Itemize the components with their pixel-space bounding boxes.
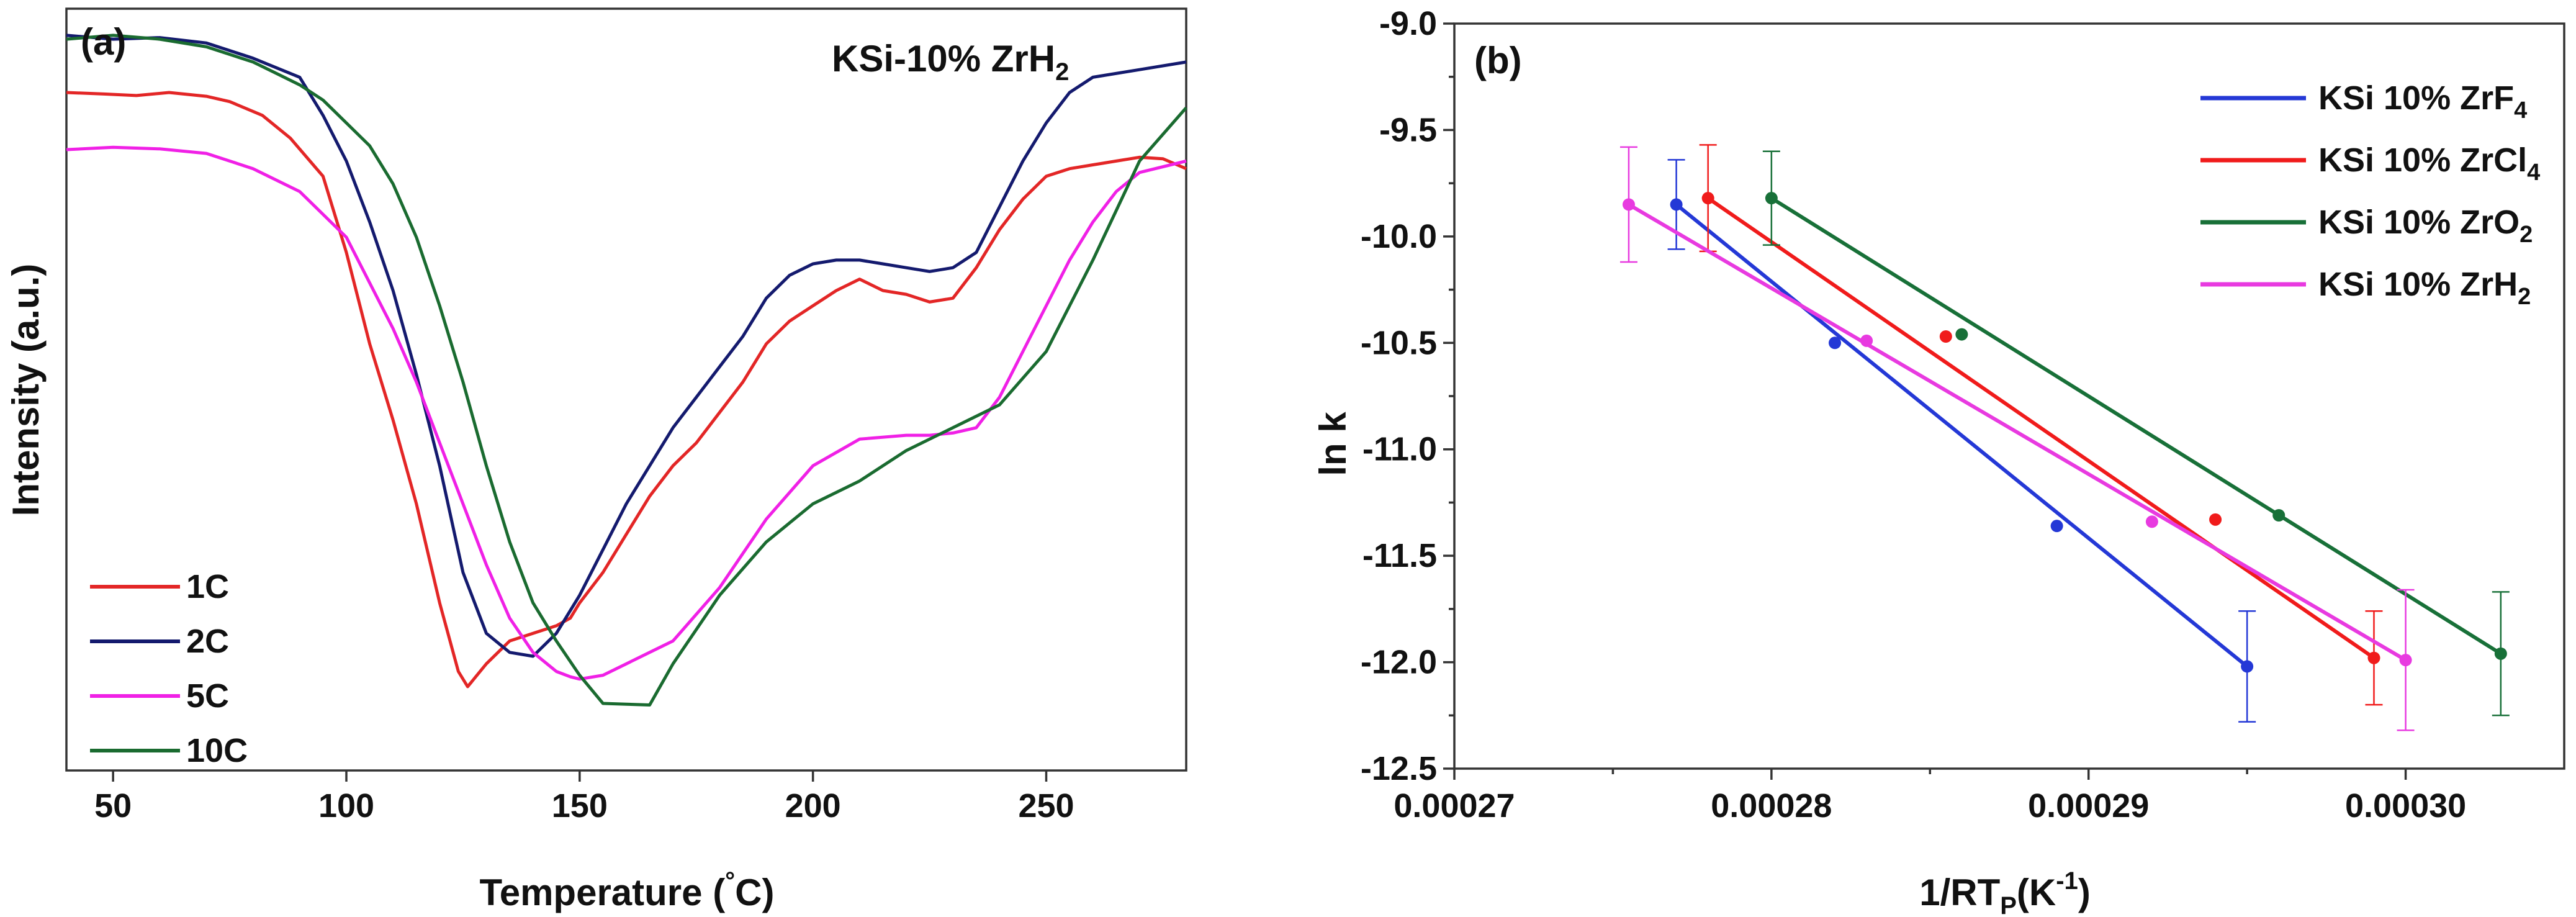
legend-label-text: KSi 10% ZrO <box>2318 204 2520 241</box>
panel-a-series-group <box>66 34 1187 707</box>
data-point-ksi-10-zrf4 <box>1670 198 1683 211</box>
panel-a-y-axis-label: Intensity (a.u.) <box>5 264 47 517</box>
legend-label-5c: 5C <box>186 677 229 715</box>
panel-a-legend: 1C 2C 5C 10C <box>90 568 248 769</box>
data-point-ksi-10-zrf4 <box>2241 660 2254 673</box>
y-tick-label: -10.5 <box>1361 324 1437 361</box>
legend-label-1c: 1C <box>186 568 229 605</box>
panel-b-x-axis-label-after: (K <box>2017 872 2056 913</box>
data-point-ksi-10-zrh2 <box>2399 654 2412 667</box>
legend-label-2c: 2C <box>186 623 229 660</box>
panel-b-label: (b) <box>1474 40 1522 81</box>
panel-b-ticks: -9.0-9.5-10.0-10.5-11.0-11.5-12.0-12.50.… <box>1361 5 2466 824</box>
legend-label-ksi-10-zro2: KSi 10% ZrO2 <box>2318 204 2533 248</box>
legend-label-text: KSi 10% ZrH <box>2318 266 2518 303</box>
data-point-ksi-10-zrcl4 <box>2209 513 2222 526</box>
panel-b-series-group <box>1619 144 2510 731</box>
data-point-ksi-10-zrf4 <box>1829 337 1842 350</box>
panel-a-x-axis-label-after: C) <box>735 872 774 913</box>
panel-a-plot-frame <box>65 7 1187 772</box>
x-tick-label: 0.00028 <box>1711 787 1832 824</box>
panel-a-annotation: KSi-10% ZrH2 <box>832 38 1069 86</box>
panel-a-x-axis-label-text: Temperature ( <box>480 872 726 913</box>
legend-label-ksi-10-zrcl4: KSi 10% ZrCl4 <box>2318 142 2540 186</box>
legend-label-subscript: 4 <box>2514 97 2527 124</box>
x-tick-label: 0.00029 <box>2028 787 2149 824</box>
x-tick-label: 200 <box>785 787 841 824</box>
data-point-ksi-10-zrcl4 <box>2367 651 2380 664</box>
data-point-ksi-10-zrh2 <box>1622 198 1635 211</box>
data-point-ksi-10-zro2 <box>2494 647 2507 660</box>
y-tick-label: -12.5 <box>1361 750 1437 787</box>
y-tick-label: -9.5 <box>1379 111 1437 148</box>
series-line-1c <box>66 91 1187 689</box>
data-point-ksi-10-zrcl4 <box>1939 330 1952 343</box>
y-tick-label: -12.0 <box>1361 644 1437 681</box>
fit-line-ksi-10-zro2 <box>1770 196 2502 656</box>
data-point-ksi-10-zro2 <box>1955 328 1968 341</box>
fit-line-ksi-10-zrf4 <box>1675 203 2249 668</box>
y-tick-label: -11.5 <box>1362 537 1437 574</box>
panel-a-label: (a) <box>81 21 126 63</box>
legend-label-subscript: 2 <box>2518 284 2531 310</box>
panel-a-x-ticks: 50 100 150 200 250 <box>94 770 1074 824</box>
panel-a-x-axis-label: Temperature (°C) <box>480 867 775 913</box>
panel-b-x-axis-label-sub: P <box>2000 892 2017 917</box>
legend-label-subscript: 2 <box>2520 222 2533 248</box>
y-tick-label: -9.0 <box>1379 5 1437 42</box>
y-tick-label: -11.0 <box>1362 431 1437 468</box>
data-point-ksi-10-zrh2 <box>2145 515 2158 528</box>
y-tick-label: -10.0 <box>1361 218 1437 255</box>
legend-label-text: KSi 10% ZrF <box>2318 79 2514 117</box>
panel-a-intensity-chart: 50 100 150 200 250 (a) KSi-10% ZrH2 Intensit… <box>5 7 1187 913</box>
series-line-2c <box>66 34 1187 658</box>
series-line-10c <box>66 34 1187 707</box>
legend-label-ksi-10-zrh2: KSi 10% ZrH2 <box>2318 266 2531 310</box>
panel-b-x-axis-label-end: ) <box>2078 872 2091 913</box>
panel-a-x-axis-label-sup: ° <box>725 867 735 895</box>
x-tick-label: 50 <box>94 787 132 824</box>
fit-line-ksi-10-zrcl4 <box>1706 196 2376 660</box>
fit-line-ksi-10-zrh2 <box>1628 202 2407 662</box>
panel-b-x-axis-label: 1/RTP(K-1) <box>1919 867 2091 917</box>
panel-b-arrhenius-chart: -9.0-9.5-10.0-10.5-11.0-11.5-12.0-12.50.… <box>1312 5 2565 917</box>
panel-b-x-axis-label-text: 1/RT <box>1919 872 2000 913</box>
panel-b-y-axis-label: ln k <box>1312 412 1354 476</box>
data-point-ksi-10-zrf4 <box>2050 520 2063 533</box>
x-tick-label: 0.00027 <box>1394 787 1515 824</box>
legend-label-ksi-10-zrf4: KSi 10% ZrF4 <box>2318 79 2527 124</box>
legend-label-subscript: 4 <box>2527 160 2540 186</box>
panel-a-annotation-text: KSi-10% ZrH <box>832 38 1055 79</box>
x-tick-label: 0.00030 <box>2345 787 2466 824</box>
data-point-ksi-10-zrh2 <box>1860 334 1873 347</box>
panel-a-annotation-sub: 2 <box>1055 58 1069 86</box>
panel-b-x-axis-label-sup: -1 <box>2056 867 2078 895</box>
x-tick-label: 100 <box>318 787 374 824</box>
data-point-ksi-10-zro2 <box>1765 192 1778 205</box>
legend-label-10c: 10C <box>186 732 248 769</box>
data-point-ksi-10-zro2 <box>2272 509 2286 522</box>
series-line-5c <box>66 145 1187 681</box>
x-tick-label: 150 <box>552 787 608 824</box>
data-point-ksi-10-zrcl4 <box>1701 192 1714 205</box>
legend-label-text: KSi 10% ZrCl <box>2318 142 2527 179</box>
x-tick-label: 250 <box>1018 787 1074 824</box>
